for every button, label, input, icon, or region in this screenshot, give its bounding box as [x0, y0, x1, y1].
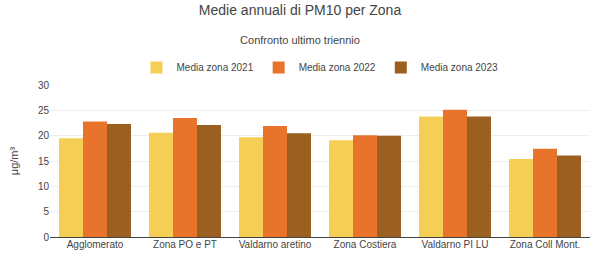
svg-text:Confronto ultimo triennio: Confronto ultimo triennio	[240, 34, 360, 46]
svg-text:Medie annuali di PM10 per Zona: Medie annuali di PM10 per Zona	[199, 2, 402, 18]
svg-text:10: 10	[38, 181, 50, 192]
svg-text:Zona Costiera: Zona Costiera	[334, 239, 397, 250]
svg-text:Valdarno PI LU: Valdarno PI LU	[421, 239, 488, 250]
svg-text:Valdarno aretino: Valdarno aretino	[239, 239, 312, 250]
svg-text:25: 25	[38, 105, 50, 116]
svg-text:Agglomerato: Agglomerato	[67, 239, 124, 250]
svg-text:μg/m³: μg/m³	[8, 146, 20, 175]
svg-text:Zona PO e PT: Zona PO e PT	[153, 239, 217, 250]
svg-text:15: 15	[38, 156, 50, 167]
svg-text:Media zona 2023: Media zona 2023	[421, 62, 498, 73]
svg-text:Zona Coll Mont.: Zona Coll Mont.	[510, 239, 581, 250]
svg-text:5: 5	[43, 206, 49, 217]
svg-text:0: 0	[43, 232, 49, 243]
svg-text:Media zona 2022: Media zona 2022	[299, 62, 376, 73]
svg-text:Media zona 2021: Media zona 2021	[177, 62, 254, 73]
svg-text:30: 30	[38, 80, 50, 91]
svg-text:20: 20	[38, 130, 50, 141]
